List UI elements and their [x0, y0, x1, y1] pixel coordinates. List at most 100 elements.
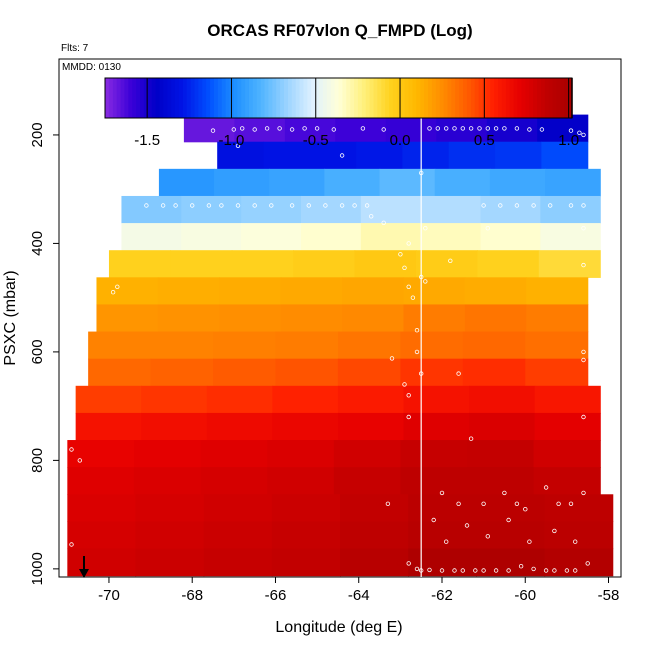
flights-label: Flts: 7 — [61, 43, 89, 54]
heatmap-cell — [271, 494, 341, 522]
heatmap-cell — [408, 494, 477, 522]
observation-point — [468, 436, 474, 441]
colorbar-segment — [490, 78, 495, 118]
heatmap-cell — [135, 521, 205, 550]
colorbar-segment — [124, 78, 129, 118]
colorbar-segment — [494, 78, 499, 118]
heatmap-cell — [466, 467, 535, 495]
heatmap-cell — [121, 195, 182, 224]
heatmap-cell — [476, 494, 546, 522]
x-axis-label: Longitude (deg E) — [275, 619, 402, 636]
heatmap-cell — [408, 521, 477, 550]
observation-point — [481, 203, 486, 208]
heatmap-cell — [280, 277, 343, 306]
colorbar-segment — [498, 78, 503, 118]
colorbar-segment — [400, 78, 406, 118]
observation-point — [514, 126, 520, 131]
observation-point — [423, 225, 428, 231]
heatmap-cell — [385, 114, 437, 143]
colorbar-segment — [167, 78, 172, 118]
observation-point — [402, 265, 407, 270]
colorbar-segment — [377, 78, 382, 118]
colorbar-segment — [190, 78, 196, 118]
observation-point — [464, 523, 470, 528]
observation-point — [406, 561, 411, 566]
observation-point — [264, 126, 270, 131]
heatmap-cell — [219, 304, 282, 333]
colorbar-segment — [319, 78, 324, 118]
heatmap-cell — [217, 141, 265, 170]
heatmap-cell — [400, 331, 464, 360]
heatmap-cell — [340, 494, 409, 522]
heatmap-cell — [67, 548, 137, 577]
heatmap-cell — [337, 358, 401, 387]
observation-point — [502, 490, 507, 496]
observation-point — [360, 126, 366, 131]
observation-point — [289, 127, 295, 132]
heatmap-cell — [469, 385, 536, 414]
heatmap-cell — [206, 412, 273, 441]
heatmap-cell — [526, 277, 589, 306]
observation-point — [252, 127, 257, 132]
colorbar-segment — [299, 78, 305, 118]
observation-point — [206, 203, 212, 208]
observation-point — [173, 203, 178, 208]
heatmap-cell — [476, 548, 546, 577]
heatmap-cell — [340, 521, 409, 550]
heatmap-cell — [477, 250, 540, 278]
colorbar-segment — [474, 78, 480, 118]
colorbar-segment — [505, 78, 511, 118]
colorbar-segment — [264, 78, 270, 118]
heatmap-cell — [333, 440, 401, 468]
observation-point — [381, 220, 386, 225]
heatmap-cell — [533, 467, 601, 495]
colorbar-segment — [525, 78, 530, 118]
heatmap-cell — [402, 141, 450, 170]
colorbar-segment — [213, 78, 219, 118]
colorbar-segment — [342, 78, 347, 118]
heatmap-cell — [420, 195, 482, 224]
heatmap-cell — [337, 412, 405, 441]
observation-point — [189, 203, 195, 208]
colorbar-segment — [424, 78, 429, 118]
colorbar-segment — [237, 78, 242, 118]
observation-point — [493, 126, 499, 131]
colorbar-segment — [221, 78, 227, 118]
heatmap-cell — [108, 250, 171, 278]
heatmap-cell — [495, 141, 542, 170]
colorbar-segment — [151, 78, 157, 118]
colorbar-tick-label: 0.0 — [390, 132, 411, 149]
observation-point — [473, 568, 478, 573]
heatmap-cell — [67, 521, 137, 550]
colorbar-segment — [206, 78, 211, 118]
observation-point — [277, 126, 282, 131]
observation-point — [468, 126, 474, 131]
colorbar-segment — [136, 78, 141, 118]
colorbar-segment — [334, 78, 340, 118]
observation-point — [556, 501, 561, 506]
observation-point — [364, 203, 370, 208]
observation-point — [577, 130, 582, 135]
colorbar-segment — [291, 78, 297, 118]
heatmap-cell — [206, 385, 273, 414]
observation-point — [548, 203, 553, 208]
colorbar-segment — [159, 78, 164, 118]
observation-point — [289, 203, 295, 208]
heatmap-cell — [538, 250, 601, 278]
mmdd-label: MMDD: 0130 — [62, 62, 121, 73]
observation-point — [493, 568, 499, 573]
observation-point — [456, 501, 461, 506]
observation-point — [110, 290, 116, 295]
heatmap-cell — [203, 494, 273, 522]
colorbar-segment — [202, 78, 207, 118]
colorbar-segment — [194, 78, 199, 118]
x-tick-label: -60 — [514, 587, 536, 604]
observation-point — [460, 126, 465, 131]
colorbar-segment — [140, 78, 145, 118]
observation-point — [231, 127, 236, 132]
observation-point — [306, 203, 311, 208]
heatmap-cell — [271, 521, 341, 550]
heatmap-cell — [241, 195, 302, 224]
heatmap-cell — [403, 277, 466, 306]
wind-arrow-icon — [79, 556, 89, 578]
